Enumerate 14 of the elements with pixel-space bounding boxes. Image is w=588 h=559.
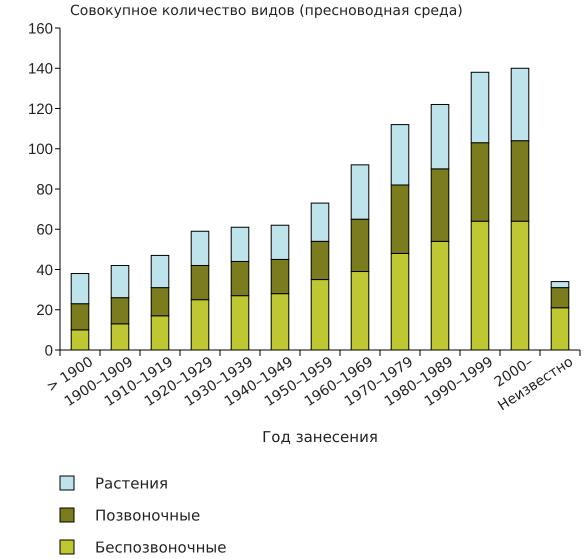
chart-title: Совокупное количество видов (пресноводная среда) [70,3,463,19]
legend-label: Беспозвоночные [95,538,226,556]
y-tick-label: 20 [36,302,53,319]
y-tick-label: 0 [44,342,53,360]
y-tick-label: 80 [36,181,53,198]
y-tick-label: 140 [28,60,53,78]
y-tick-label: 120 [28,100,53,118]
y-tick-label: 40 [36,262,53,279]
y-tick-label: 100 [28,141,53,158]
y-tick-label: 60 [36,222,53,238]
legend-label: Растения [95,474,168,492]
x-axis-title: Год занесения [262,428,378,446]
y-tick-label: 160 [28,20,53,38]
legend-label: Позвоночные [95,506,200,524]
